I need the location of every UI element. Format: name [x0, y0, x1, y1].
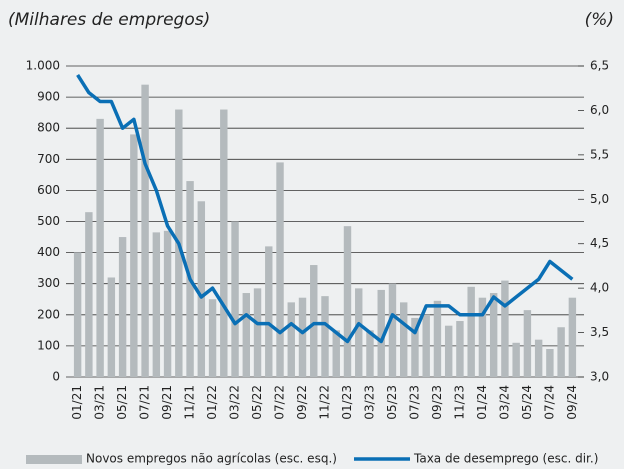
x-tick-label: 09/21	[160, 385, 174, 420]
bar	[152, 232, 161, 377]
bar	[444, 325, 453, 377]
y2-tick-label: 6,0	[590, 103, 609, 117]
x-tick-label: 07/22	[273, 385, 287, 420]
bar	[141, 84, 149, 377]
bar	[433, 300, 442, 377]
bar	[265, 246, 273, 377]
bar	[197, 201, 206, 377]
bar	[512, 342, 520, 377]
x-tick-label: 09/23	[430, 385, 444, 420]
bar	[310, 265, 318, 377]
bar	[388, 283, 397, 377]
line	[76, 73, 574, 344]
bar	[287, 302, 295, 377]
bar	[546, 349, 554, 377]
y-tick-label: 700	[37, 152, 60, 166]
bar	[489, 293, 498, 377]
y2-tick-label: 3,0	[590, 370, 609, 384]
x-tick-label: 01/23	[340, 385, 354, 420]
x-tick-label: 07/23	[407, 385, 421, 420]
y2-tick-label: 5,5	[590, 147, 609, 161]
bar	[355, 288, 363, 377]
bar	[96, 118, 104, 378]
y-tick-label: 100	[37, 338, 60, 352]
bar	[478, 297, 487, 377]
bar	[400, 302, 408, 377]
x-tick-label: 05/24	[520, 385, 534, 420]
bar	[422, 314, 430, 377]
bar	[85, 212, 93, 377]
bar	[534, 339, 543, 377]
y-tick-label: 0	[52, 370, 60, 384]
bar	[321, 296, 329, 377]
y-tick-label: 800	[37, 121, 60, 135]
bar	[73, 252, 82, 377]
bar	[220, 109, 228, 377]
y2-tick-label: 4,5	[590, 236, 609, 250]
x-tick-label: 01/24	[475, 385, 489, 420]
x-tick-label: 03/23	[362, 385, 376, 420]
x-tick-label: 05/23	[385, 385, 399, 420]
x-tick-label: 09/24	[565, 385, 579, 420]
chart-title: (Milhares de empregos)	[8, 10, 210, 30]
x-tick-label: 01/22	[205, 385, 219, 420]
y-tick-label: 400	[37, 245, 60, 259]
bar	[231, 221, 239, 377]
legend-label: Taxa de desemprego (esc. dir.)	[413, 452, 598, 466]
x-tick-label: 03/22	[228, 385, 242, 420]
x-tick-label: 03/24	[497, 385, 511, 420]
bar	[411, 317, 419, 377]
bar	[467, 286, 475, 377]
y-tick-label: 500	[37, 214, 60, 228]
y2-tick-label: 3,5	[590, 325, 609, 339]
y-tick-label: 600	[37, 183, 60, 197]
x-tick-label: 01/21	[70, 385, 84, 420]
bar	[557, 327, 565, 377]
y-tick-label: 300	[37, 276, 60, 290]
x-tick-label: 05/22	[250, 385, 264, 420]
bar	[242, 293, 250, 377]
x-tick-label: 11/22	[318, 385, 332, 420]
bar	[208, 299, 217, 377]
x-tick-label: 03/21	[93, 385, 107, 420]
bar	[456, 321, 464, 377]
y-tick-label: 1.000	[26, 59, 60, 73]
bar	[501, 280, 509, 377]
x-tick-label: 11/23	[452, 385, 466, 420]
legend-label: Novos empregos não agrícolas (esc. esq.)	[86, 452, 337, 466]
bar	[377, 289, 385, 377]
legend-swatch	[26, 455, 82, 464]
bar	[118, 237, 127, 377]
y-tick-label: 900	[37, 90, 60, 104]
bar	[163, 230, 172, 377]
y2-tick-label: 5,0	[590, 192, 609, 206]
bar	[253, 288, 262, 377]
x-tick-label: 07/24	[542, 385, 556, 420]
x-tick-label: 11/21	[183, 385, 197, 420]
bar	[366, 330, 374, 377]
y2-tick-label: 6,5	[590, 59, 609, 73]
x-tick-label: 05/21	[115, 385, 129, 420]
bar	[130, 134, 138, 377]
y-tick-label: 200	[37, 307, 60, 321]
bar	[523, 310, 532, 377]
x-tick-label: 09/22	[295, 385, 309, 420]
bar	[276, 162, 284, 377]
bar	[332, 330, 340, 377]
bar	[343, 226, 352, 377]
bar	[568, 297, 577, 377]
y2-title: (%)	[585, 10, 614, 30]
bar	[107, 277, 116, 377]
y2-tick-label: 4,0	[590, 281, 609, 295]
x-tick-label: 07/21	[138, 385, 152, 420]
bar	[298, 297, 307, 377]
